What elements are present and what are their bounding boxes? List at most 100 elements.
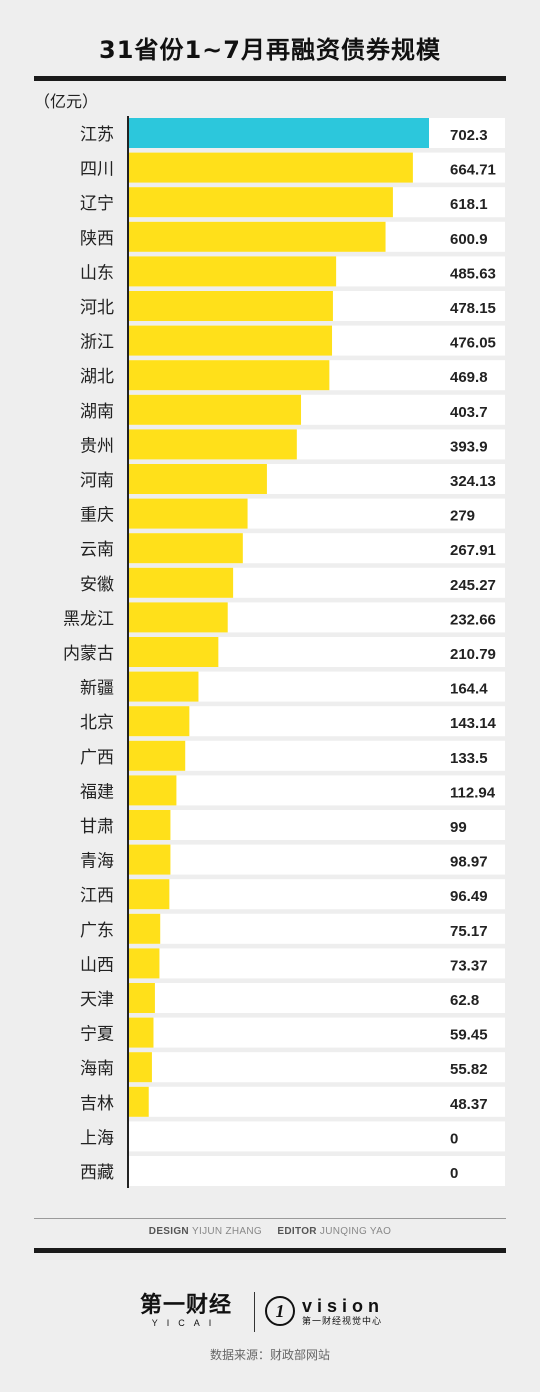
value-label: 75.17 — [450, 923, 488, 940]
bar — [128, 844, 171, 875]
category-label: 内蒙古 — [63, 644, 114, 664]
category-label: 云南 — [80, 540, 114, 560]
category-label: 贵州 — [80, 436, 114, 456]
category-label: 辽宁 — [80, 194, 114, 214]
bar — [128, 325, 333, 356]
row-background — [128, 775, 505, 806]
category-label: 甘肃 — [80, 817, 114, 837]
category-label: 湖南 — [80, 402, 114, 422]
category-label: 上海 — [80, 1128, 114, 1148]
editor-name: JUNQING YAO — [319, 1226, 392, 1237]
category-label: 四川 — [80, 160, 114, 180]
category-label: 北京 — [80, 713, 114, 733]
category-label: 海南 — [80, 1059, 114, 1079]
row-background — [128, 740, 505, 771]
value-label: 133.5 — [450, 750, 488, 767]
bar — [128, 567, 234, 598]
category-label: 山西 — [80, 955, 114, 975]
value-label: 618.1 — [450, 196, 488, 213]
category-label: 西藏 — [80, 1163, 114, 1183]
category-label: 宁夏 — [80, 1025, 114, 1045]
bar — [128, 464, 267, 494]
yicai-logo: 第一财经 YICAI — [128, 1294, 244, 1329]
value-label: 96.49 — [450, 888, 488, 905]
value-label: 245.27 — [450, 577, 496, 594]
bar — [128, 810, 171, 840]
title-rule — [34, 76, 506, 81]
value-label: 476.05 — [450, 335, 496, 352]
bar — [128, 775, 177, 806]
bar — [128, 118, 429, 148]
vision-logo: vision 第一财经视觉中心 — [302, 1296, 412, 1328]
value-label: 143.14 — [450, 715, 497, 732]
unit-label: （亿元） — [34, 92, 99, 111]
value-label: 98.97 — [450, 854, 488, 871]
category-label: 江西 — [80, 886, 114, 906]
value-label: 600.9 — [450, 231, 488, 248]
bar — [128, 533, 243, 564]
bar — [128, 394, 302, 425]
chart-title: 31省份1~7月再融资债券规模 — [99, 36, 441, 64]
vision-logo-cn: 第一财经视觉中心 — [302, 1317, 383, 1327]
value-label: 324.13 — [450, 473, 496, 490]
category-label: 河北 — [80, 298, 114, 318]
bar — [128, 152, 413, 183]
logo-divider — [254, 1292, 255, 1332]
bar — [128, 291, 333, 321]
value-label: 267.91 — [450, 542, 496, 559]
category-label: 青海 — [80, 852, 114, 872]
category-label: 天津 — [80, 990, 114, 1010]
category-label: 陕西 — [80, 229, 114, 249]
vision-logo-icon: 1 — [265, 1296, 295, 1326]
value-label: 279 — [450, 508, 475, 525]
design-name: YIJUN ZHANG — [192, 1226, 263, 1237]
bar — [128, 602, 228, 633]
category-label: 吉林 — [80, 1094, 114, 1114]
bar — [128, 706, 190, 737]
value-label: 485.63 — [450, 265, 496, 282]
category-label: 安徽 — [80, 575, 114, 595]
value-label: 393.9 — [450, 438, 488, 455]
row-background — [128, 844, 505, 875]
category-label: 广西 — [80, 748, 114, 768]
yicai-logo-en: YICAI — [151, 1318, 221, 1328]
bar — [128, 498, 248, 529]
category-label: 河南 — [80, 471, 114, 491]
category-label: 江苏 — [80, 125, 114, 145]
row-background — [128, 879, 505, 910]
category-label: 福建 — [80, 782, 114, 802]
value-label: 210.79 — [450, 646, 496, 663]
value-label: 469.8 — [450, 369, 488, 386]
bar — [128, 1052, 152, 1083]
value-label: 664.71 — [450, 162, 496, 179]
value-label: 0 — [450, 1165, 458, 1182]
row-background — [128, 948, 505, 979]
row-background — [128, 1052, 505, 1083]
category-label: 黑龙江 — [63, 609, 114, 629]
value-label: 55.82 — [450, 1061, 488, 1078]
row-background — [128, 1121, 505, 1152]
bar — [128, 913, 161, 944]
bar — [128, 740, 186, 771]
bar — [128, 879, 170, 910]
bar-chart: 江苏 702.3 四川 664.71 辽宁 618.1 陕西 600.9 山东 485.63 河北 4… — [63, 116, 505, 1188]
value-label: 164.4 — [450, 681, 488, 698]
value-label: 702.3 — [450, 127, 488, 144]
bar — [128, 360, 330, 391]
bar — [128, 1086, 149, 1117]
value-label: 403.7 — [450, 404, 488, 421]
row-background — [128, 810, 505, 840]
bar — [128, 637, 219, 667]
value-label: 478.15 — [450, 300, 496, 317]
value-label: 0 — [450, 1130, 458, 1147]
row-background — [128, 1156, 505, 1186]
footer-divider — [34, 1218, 506, 1219]
value-label: 59.45 — [450, 1027, 488, 1044]
value-label: 73.37 — [450, 957, 488, 974]
category-label: 山东 — [80, 263, 114, 283]
bar — [128, 1017, 154, 1048]
bar — [128, 256, 337, 287]
credits: DESIGN YIJUN ZHANG EDITOR JUNQING YAO — [0, 1226, 540, 1237]
editor-label: EDITOR — [277, 1226, 317, 1237]
row-background — [128, 913, 505, 944]
